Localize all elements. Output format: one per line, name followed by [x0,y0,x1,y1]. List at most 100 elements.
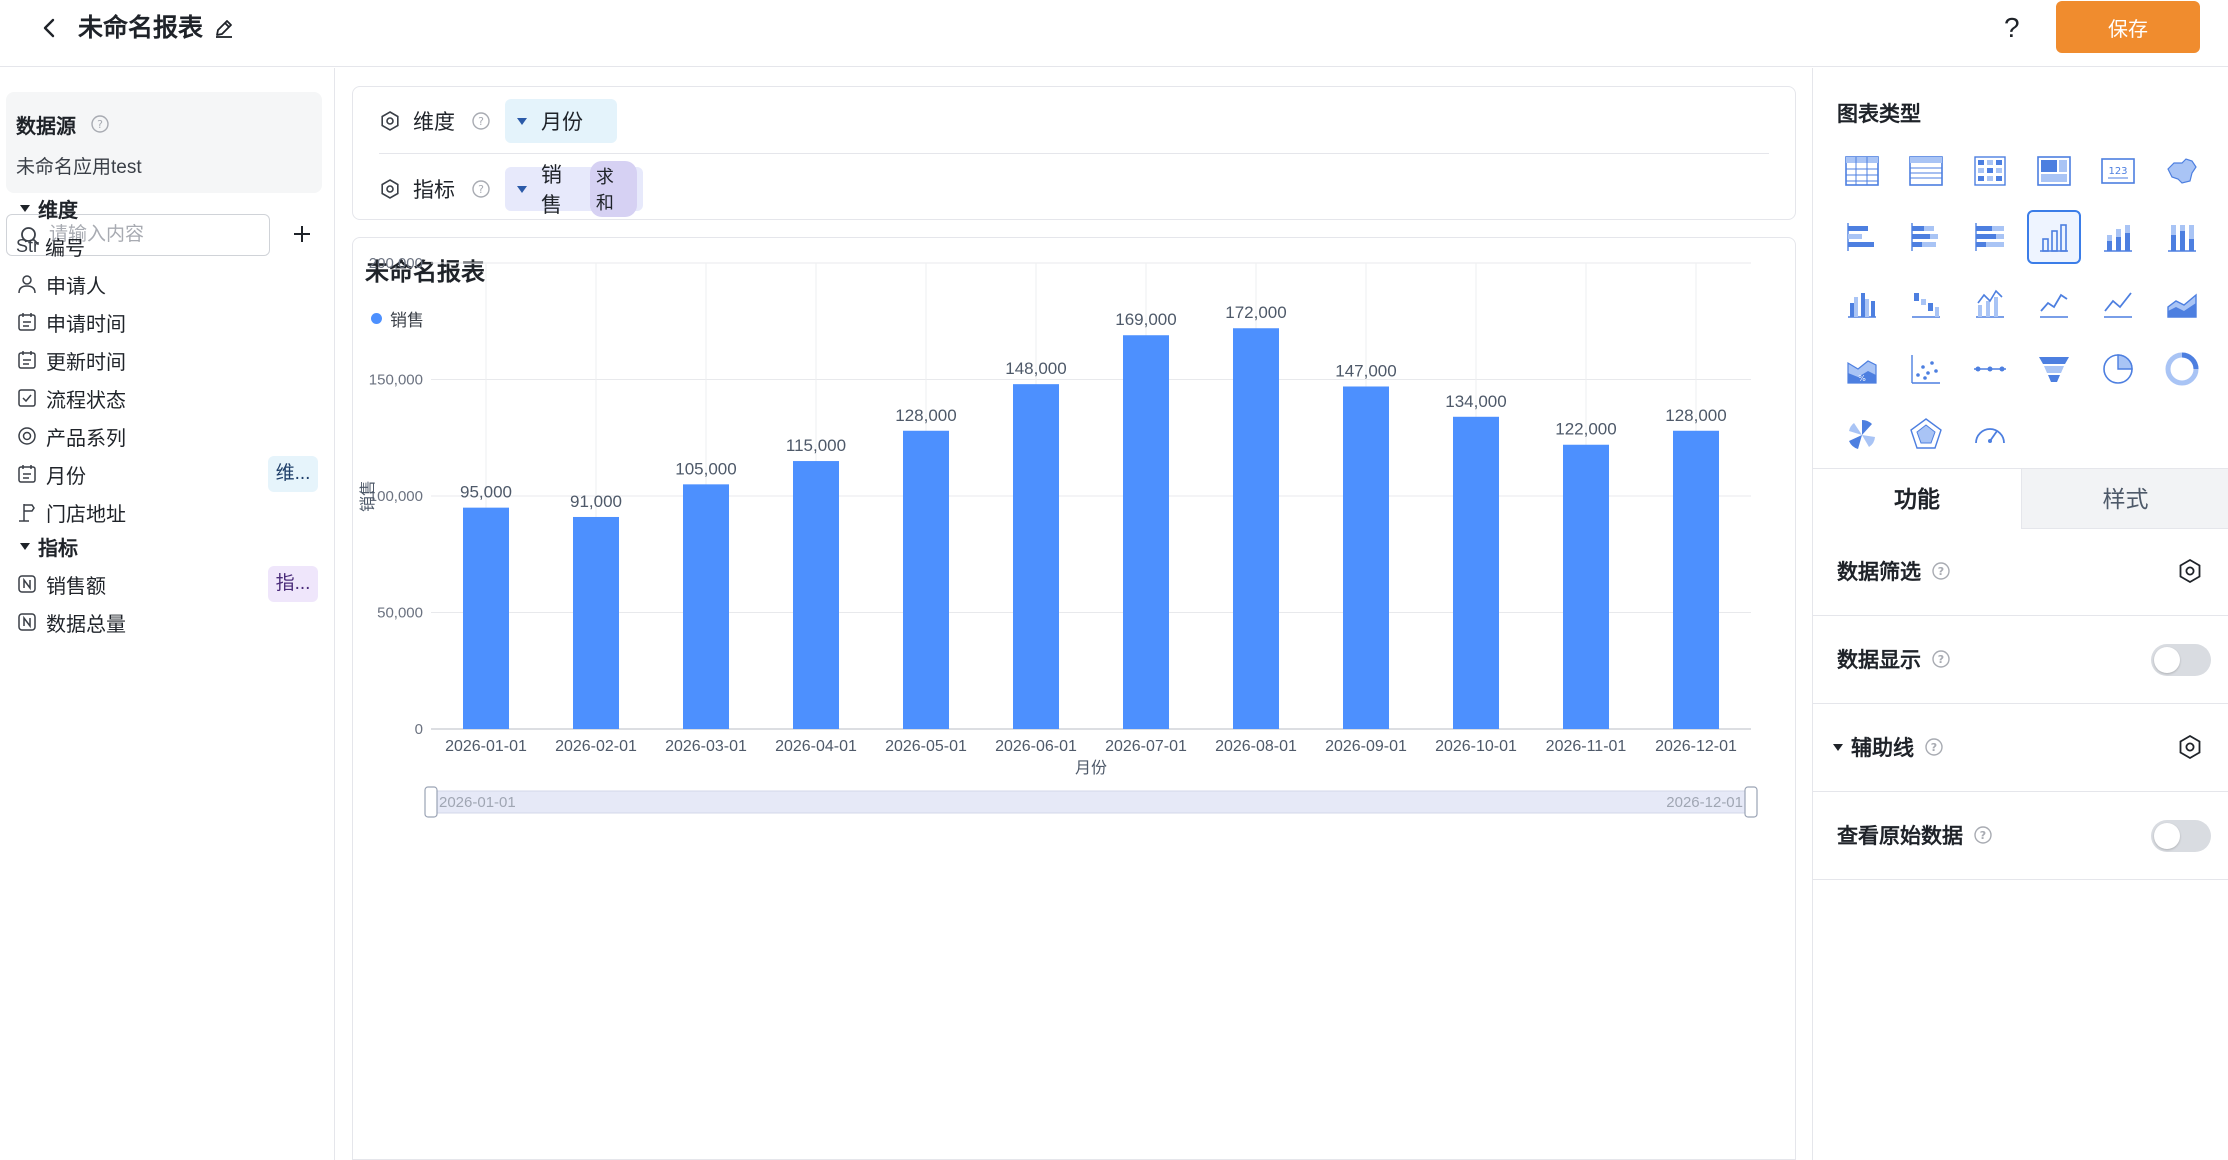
field-item-flow-status[interactable]: 流程状态 [16,380,322,416]
field-item-store-address[interactable]: 门店地址 [16,494,322,530]
dimension-pill[interactable]: 月份 [505,99,617,143]
help-circle-icon[interactable]: ? [1924,737,1944,757]
y-tick-label: 100,000 [369,488,423,505]
field-label: 数据总量 [46,613,126,636]
chart-type-horizontal-bar[interactable] [1835,210,1889,264]
chart-type-stacked-bar[interactable] [2091,210,2145,264]
bar-value-label: 95,000 [460,483,512,502]
chart-type-pie[interactable] [2091,342,2145,396]
chart-type-pivot-table[interactable] [1963,144,2017,198]
data-display-toggle[interactable] [2151,644,2211,676]
caret-down-icon[interactable] [517,117,527,125]
chart-type-radar[interactable] [1899,408,1953,462]
help-circle-icon[interactable]: ? [1931,649,1951,669]
svg-text:?: ? [97,118,103,131]
aggregation-tag[interactable]: 求和 [589,161,637,217]
help-circle-icon[interactable]: ? [471,179,491,199]
chart-type-number-card[interactable]: 123 [2091,144,2145,198]
caret-down-icon[interactable] [517,185,527,193]
chart-type-area-chart[interactable] [2155,276,2209,330]
zoom-slider-track[interactable] [430,790,1752,814]
datasource-card[interactable]: 数据源 ? 未命名应用test [6,92,322,193]
bar [903,430,949,729]
tab-function[interactable]: 功能 [1813,469,2021,529]
chart-type-donut[interactable] [2155,342,2209,396]
option-data-filter: 数据筛选 ? [1813,528,2228,616]
map-icon [2167,158,2197,184]
chart-type-gauge[interactable] [1963,408,2017,462]
field-item-apply-time[interactable]: 申请时间 [16,304,322,340]
edit-pencil-icon[interactable] [212,16,236,40]
str-icon: Str [16,235,40,256]
metric-label: 指标 [413,179,455,202]
field-item-data-count[interactable]: 数据总量 [16,604,322,640]
dimension-gear-icon [381,111,399,131]
bar-value-label: 172,000 [1225,303,1286,322]
field-item-applicant[interactable]: 申请人 [16,266,322,302]
area-chart-icon [2167,293,2197,318]
zoom-handle-right[interactable] [1744,786,1758,818]
chart-type-timeline[interactable] [1963,342,2017,396]
chart-legend[interactable]: 销售 [371,306,424,331]
field-item-id[interactable]: Str 编号 [16,228,322,264]
chart-type-line-chart[interactable] [2027,276,2081,330]
chart-type-scatter[interactable] [1899,342,1953,396]
chart-type-table[interactable] [1835,144,1889,198]
chart-type-map[interactable] [2155,144,2209,198]
field-item-update-time[interactable]: 更新时间 [16,342,322,378]
settings-gear-icon[interactable] [2177,558,2203,584]
chart-type-percent-horizontal-bar[interactable] [1963,210,2017,264]
x-tick-label: 2026-10-01 [1435,738,1517,755]
field-item-month[interactable]: 月份 维... [16,456,322,492]
rose-icon [1849,420,1875,449]
save-button[interactable]: 保存 [2056,1,2200,53]
chart-card: 未命名报表 销售 0 50,000 100,000 150,000 200,000 95,… [352,237,1796,1160]
chart-type-detail-table[interactable] [1899,144,1953,198]
funnel-icon [2039,357,2069,382]
field-label: 申请时间 [46,313,126,336]
metric-section-header[interactable]: 指标 [20,532,78,561]
help-circle-icon[interactable]: ? [90,114,110,134]
add-plus-icon[interactable] [288,220,316,248]
chart-type-area-line[interactable] [2091,276,2145,330]
bar [1343,386,1389,729]
chart-type-percent-area[interactable]: % [1835,342,1889,396]
option-label[interactable]: 辅助线 ? [1833,732,1944,762]
area-line-icon [2104,292,2132,318]
field-item-product-series[interactable]: 产品系列 [16,418,322,454]
field-search-box[interactable] [6,214,270,256]
settings-gear-icon[interactable] [2177,734,2203,760]
chart-type-line-bar[interactable] [1963,276,2017,330]
metric-pill[interactable]: 销售 求和 [505,161,643,217]
bar [1453,416,1499,729]
x-tick-label: 2026-07-01 [1105,738,1187,755]
chart-type-rose[interactable] [1835,408,1889,462]
help-circle-icon[interactable]: ? [1973,825,1993,845]
raw-data-toggle[interactable] [2151,820,2211,852]
x-tick-label: 2026-09-01 [1325,738,1407,755]
chart-type-grouped-bar[interactable] [1835,276,1889,330]
search-input[interactable] [49,221,259,249]
in-use-dimension-badge: 维... [268,456,318,492]
back-arrow-icon[interactable] [36,14,64,42]
option-auxiliary-line: 辅助线 ? [1813,704,2228,792]
chart-type-waterfall[interactable] [1899,276,1953,330]
chart-type-funnel[interactable] [2027,342,2081,396]
bar [683,484,729,729]
chart-type-bar-chart[interactable] [2027,210,2081,264]
field-label: 销售额 [46,575,106,598]
bar [573,516,619,729]
chart-type-percent-bar[interactable] [2155,210,2209,264]
help-question-icon[interactable]: ? [2004,12,2020,43]
option-label-text: 数据显示 [1837,649,1921,672]
chart-type-card[interactable] [2027,144,2081,198]
help-circle-icon[interactable]: ? [1931,561,1951,581]
pivot-table-icon [1974,156,2006,186]
dimension-section-header[interactable]: 维度 [20,194,78,223]
chart-type-stacked-horizontal-bar[interactable] [1899,210,1953,264]
tab-style[interactable]: 样式 [2021,469,2228,529]
option-label-text: 查看原始数据 [1837,825,1963,848]
zoom-handle-left[interactable] [424,786,438,818]
field-item-sales[interactable]: 销售额 指... [16,566,322,602]
help-circle-icon[interactable]: ? [471,111,491,131]
